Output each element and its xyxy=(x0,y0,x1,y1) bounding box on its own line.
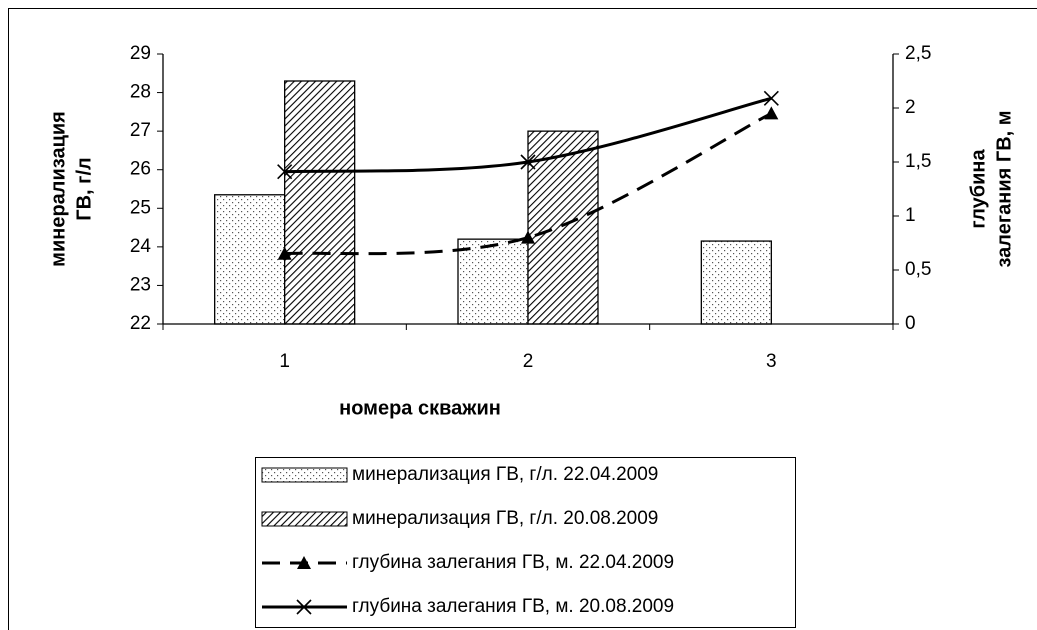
legend-swatch xyxy=(261,467,348,483)
y2-tick-label: 2 xyxy=(905,97,916,118)
marker xyxy=(764,106,779,120)
y2-tick-label: 1 xyxy=(905,205,916,226)
y-axis-label-line: минерализация xyxy=(47,111,69,267)
legend-label: минерализация ГВ, г/л. 22.04.2009 xyxy=(352,464,658,485)
y-tick-label: 28 xyxy=(130,82,151,103)
y-tick-label: 29 xyxy=(130,43,151,64)
y2-axis-label-line: глубина xyxy=(967,149,989,229)
legend-label: глубина залегания ГВ, м. 22.04.2009 xyxy=(352,552,674,573)
legend-label: минерализация ГВ, г/л. 20.08.2009 xyxy=(352,508,658,529)
bar xyxy=(527,130,599,325)
marker xyxy=(521,230,535,244)
y2-axis-label-line: залегания ГВ, м xyxy=(993,110,1015,267)
y-tick-label: 23 xyxy=(130,274,151,295)
y-tick-label: 22 xyxy=(130,313,151,334)
bar xyxy=(214,194,286,325)
x-tick-label: 1 xyxy=(279,351,290,372)
bar xyxy=(284,80,356,325)
y-tick-label: 24 xyxy=(130,236,152,257)
legend xyxy=(255,457,796,628)
y2-axis-label: глубина залегания ГВ, м xyxy=(967,110,1015,267)
marker xyxy=(763,90,779,106)
legend-label: глубина залегания ГВ, м. 20.08.2009 xyxy=(352,596,674,617)
line xyxy=(284,112,773,256)
marker xyxy=(520,154,536,170)
x-tick-label: 2 xyxy=(523,351,534,372)
y2-tick-label: 2,5 xyxy=(905,43,931,64)
legend-swatch xyxy=(261,511,348,527)
marker xyxy=(277,164,293,180)
y-axis-label: минерализация ГВ, г/л xyxy=(47,111,95,267)
marker xyxy=(277,246,292,260)
y2-tick-label: 1,5 xyxy=(905,151,931,172)
y2-tick-label: 0,5 xyxy=(905,259,931,280)
bar xyxy=(457,238,529,325)
marker xyxy=(297,556,311,569)
y-axis-label-line: ГВ, г/л xyxy=(73,157,95,221)
marker xyxy=(296,599,312,615)
y-tick-label: 25 xyxy=(130,197,151,218)
y2-tick-label: 0 xyxy=(905,313,916,334)
y-tick-label: 26 xyxy=(130,159,151,180)
x-axis-label: номера скважин xyxy=(339,397,501,419)
y-tick-label: 27 xyxy=(130,120,151,141)
bar xyxy=(700,240,772,325)
x-tick-label: 3 xyxy=(766,351,777,372)
